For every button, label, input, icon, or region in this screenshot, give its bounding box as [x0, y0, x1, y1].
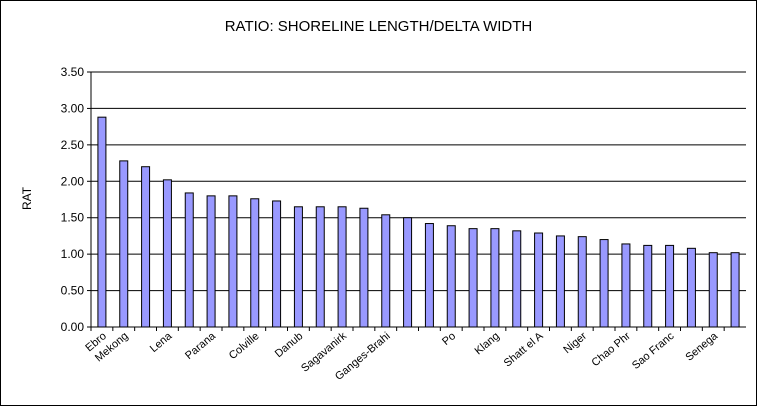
bar	[315, 206, 325, 328]
y-tick-label: 3.00	[61, 101, 85, 115]
bar	[446, 225, 456, 328]
bar	[686, 247, 696, 328]
bar	[250, 198, 260, 328]
chart-title: RATIO: SHORELINE LENGTH/DELTA WIDTH	[224, 18, 533, 35]
x-tick-label: Senega	[683, 330, 720, 364]
y-tick-label: 0.00	[61, 320, 85, 334]
bar	[665, 244, 675, 328]
bar	[468, 228, 478, 328]
bar	[730, 252, 740, 328]
y-tick-label: 3.50	[61, 65, 85, 79]
bar	[621, 243, 631, 328]
bar	[599, 239, 609, 328]
y-tick-labels: 0.00 0.50 1.00 1.50 2.00 2.50 3.00 3.50	[61, 65, 85, 334]
gridlines	[87, 71, 746, 331]
bar	[512, 230, 522, 328]
bar	[403, 217, 413, 328]
y-tick-label: 1.00	[61, 247, 85, 261]
bar	[206, 195, 216, 328]
bar	[534, 232, 544, 328]
bar	[272, 200, 282, 328]
y-tick-label: 0.50	[61, 284, 85, 298]
bar	[643, 244, 653, 328]
x-tick-label: Shatt el A	[502, 330, 546, 370]
bar	[293, 206, 303, 328]
bar	[228, 195, 238, 328]
bar	[359, 207, 369, 328]
bar	[184, 192, 194, 328]
bars	[97, 116, 740, 328]
x-tick-label: Chao Phr	[590, 330, 634, 369]
axes	[90, 72, 746, 328]
x-tick-label: Po	[440, 330, 458, 348]
bar	[424, 223, 434, 328]
bar	[97, 116, 107, 328]
x-tick-label: Parana	[183, 330, 219, 363]
bar	[555, 235, 565, 328]
bar	[577, 236, 587, 328]
x-tick-label: Danub	[273, 330, 306, 360]
bar	[490, 228, 500, 328]
bar	[119, 160, 129, 328]
y-tick-label: 2.50	[61, 138, 85, 152]
bar	[141, 166, 151, 328]
bar	[381, 214, 391, 328]
y-tick-label: 2.00	[61, 174, 85, 188]
x-tick-label: Niger	[561, 330, 589, 356]
x-tick-label: Lena	[148, 330, 175, 355]
bar	[337, 206, 347, 328]
x-tick-label: Klang	[473, 330, 502, 357]
x-tick-label: Colville	[227, 330, 262, 362]
x-tick-label: Sao Franc	[630, 330, 677, 372]
y-tick-label: 1.50	[61, 211, 85, 225]
bar	[708, 252, 718, 328]
bar	[162, 179, 172, 328]
